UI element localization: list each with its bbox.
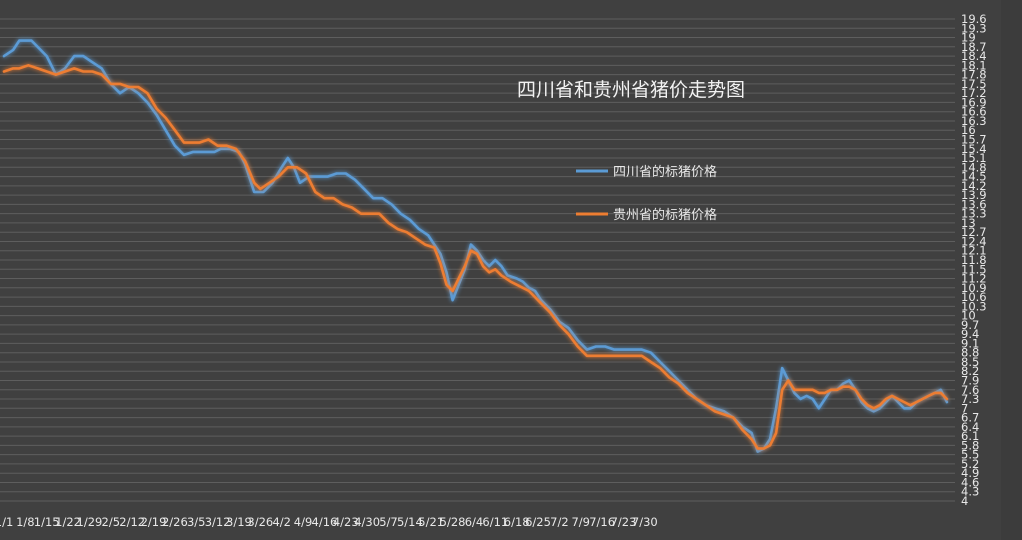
y-tick-label: 10 xyxy=(961,309,976,323)
y-tick-label: 19 xyxy=(961,31,976,45)
y-tick-label: 5.2 xyxy=(961,457,979,471)
x-tick-label: 5/7 xyxy=(379,515,398,529)
y-tick-label: 12.4 xyxy=(961,234,987,248)
x-tick-label: 1/8 xyxy=(16,515,35,529)
legend: 四川省的标猪价格 贵州省的标猪价格 xyxy=(576,164,717,223)
x-tick-label: 3/12 xyxy=(205,515,231,529)
y-tick-label: 7.3 xyxy=(961,392,979,406)
y-tick-label: 13.6 xyxy=(961,197,987,211)
y-tick-label: 11.8 xyxy=(961,253,987,267)
x-tick-label: 6/4 xyxy=(465,515,484,529)
y-tick-label: 16.3 xyxy=(961,114,987,128)
y-tick-label: 15.1 xyxy=(961,151,987,165)
y-tick-label: 17.2 xyxy=(961,86,987,100)
y-tick-label: 12.7 xyxy=(961,225,987,239)
y-tick-label: 13 xyxy=(961,216,976,230)
x-tick-label: 7/16 xyxy=(589,515,615,529)
legend-item-sichuan[interactable]: 四川省的标猪价格 xyxy=(576,164,717,180)
y-tick-label: 8.2 xyxy=(961,364,979,378)
y-tick-label: 10.6 xyxy=(961,290,987,304)
x-tick-label: 4/16 xyxy=(312,515,338,529)
y-tick-label: 11.5 xyxy=(961,262,987,276)
y-tick-label: 5.5 xyxy=(961,448,979,462)
y-tick-label: 11.2 xyxy=(961,272,987,286)
y-tick-label: 15.4 xyxy=(961,142,987,156)
x-tick-label: 4/2 xyxy=(272,515,291,529)
y-tick-label: 10.3 xyxy=(961,299,987,313)
y-tick-label: 18.7 xyxy=(961,40,987,54)
y-tick-label: 8.5 xyxy=(961,355,979,369)
chart-area xyxy=(0,0,1001,540)
y-tick-label: 4 xyxy=(961,494,968,508)
x-tick-label: 6/11 xyxy=(482,515,508,529)
y-tick-label: 7 xyxy=(961,401,968,415)
y-tick-label: 9.4 xyxy=(961,327,979,341)
y-tick-label: 12.1 xyxy=(961,244,987,258)
y-tick-label: 4.3 xyxy=(961,485,979,499)
x-tick-label: 1/22 xyxy=(55,515,81,529)
y-tick-label: 17.8 xyxy=(961,68,987,82)
x-tick-label: 4/9 xyxy=(294,515,313,529)
y-axis-ticks: 19.619.31918.718.418.117.817.517.216.916… xyxy=(961,12,987,508)
gridlines xyxy=(0,18,955,502)
y-tick-label: 4.9 xyxy=(961,466,979,480)
x-tick-label: 6/25 xyxy=(525,515,551,529)
y-tick-label: 19.6 xyxy=(961,12,987,26)
x-tick-label: 6/18 xyxy=(504,515,530,529)
line-chart: 19.619.31918.718.418.117.817.517.216.916… xyxy=(0,12,987,529)
x-tick-label: 5/28 xyxy=(440,515,466,529)
x-tick-label: 7/9 xyxy=(571,515,590,529)
x-tick-label: 7/30 xyxy=(632,515,658,529)
y-tick-label: 10.9 xyxy=(961,281,987,295)
y-tick-label: 7.6 xyxy=(961,383,979,397)
x-tick-label: 5/21 xyxy=(418,515,444,529)
series-line-guizhou xyxy=(2,64,949,450)
y-tick-label: 16.6 xyxy=(961,105,987,119)
x-tick-label: 3/5 xyxy=(187,515,206,529)
x-tick-label: 1/15 xyxy=(34,515,60,529)
series-line-sichuan xyxy=(2,39,949,453)
y-tick-label: 14.8 xyxy=(961,160,987,174)
y-tick-label: 9.7 xyxy=(961,318,979,332)
x-tick-label: 1/1 xyxy=(0,515,13,529)
x-axis-ticks: 1/11/81/151/221/292/52/122/192/263/53/12… xyxy=(0,515,658,529)
x-tick-label: 3/19 xyxy=(226,515,252,529)
x-tick-label: 2/26 xyxy=(162,515,188,529)
y-tick-label: 5.8 xyxy=(961,438,979,452)
chart-right-border xyxy=(1001,0,1022,540)
x-tick-label: 7/2 xyxy=(550,515,569,529)
x-tick-label: 4/30 xyxy=(354,515,380,529)
legend-label-guizhou: 贵州省的标猪价格 xyxy=(613,207,717,223)
x-tick-label: 1/29 xyxy=(77,515,103,529)
y-tick-label: 18.1 xyxy=(961,58,987,72)
y-tick-label: 6.4 xyxy=(961,420,979,434)
y-tick-label: 6.7 xyxy=(961,411,979,425)
x-tick-label: 2/12 xyxy=(119,515,145,529)
y-tick-label: 14.5 xyxy=(961,170,987,184)
y-tick-label: 4.6 xyxy=(961,475,979,489)
y-tick-label: 13.3 xyxy=(961,207,987,221)
y-tick-label: 13.9 xyxy=(961,188,987,202)
x-tick-label: 7/23 xyxy=(611,515,637,529)
y-tick-label: 16 xyxy=(961,123,976,137)
y-tick-label: 18.4 xyxy=(961,49,987,63)
y-tick-label: 7.9 xyxy=(961,374,979,388)
y-tick-label: 8.8 xyxy=(961,346,979,360)
legend-label-sichuan: 四川省的标猪价格 xyxy=(613,164,717,180)
y-tick-label: 16.9 xyxy=(961,95,987,109)
x-tick-label: 2/5 xyxy=(102,515,121,529)
y-tick-label: 15.7 xyxy=(961,133,987,147)
y-tick-label: 14.2 xyxy=(961,179,987,193)
x-tick-label: 3/26 xyxy=(247,515,273,529)
y-tick-label: 17.5 xyxy=(961,77,987,91)
y-tick-label: 6.1 xyxy=(961,429,979,443)
legend-item-guizhou[interactable]: 贵州省的标猪价格 xyxy=(576,207,717,223)
series-lines xyxy=(2,39,949,453)
y-tick-label: 19.3 xyxy=(961,21,987,35)
y-tick-label: 9.1 xyxy=(961,336,979,350)
x-tick-label: 4/23 xyxy=(333,515,359,529)
x-tick-label: 2/19 xyxy=(141,515,167,529)
x-tick-label: 5/14 xyxy=(397,515,423,529)
chart-title: 四川省和贵州省猪价走势图 xyxy=(517,79,745,101)
